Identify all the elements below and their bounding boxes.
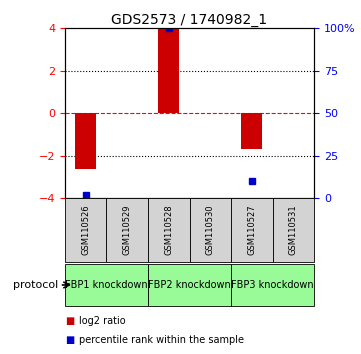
Bar <box>148 264 231 306</box>
Bar <box>190 198 231 262</box>
Text: GSM110530: GSM110530 <box>206 205 215 256</box>
Text: ■: ■ <box>65 316 74 326</box>
Bar <box>273 198 314 262</box>
Text: GSM110529: GSM110529 <box>123 205 132 255</box>
Bar <box>231 264 314 306</box>
Bar <box>231 198 273 262</box>
Bar <box>75 113 96 169</box>
Bar <box>242 113 262 149</box>
Text: percentile rank within the sample: percentile rank within the sample <box>79 335 244 345</box>
Text: GSM110531: GSM110531 <box>289 205 298 256</box>
Title: GDS2573 / 1740982_1: GDS2573 / 1740982_1 <box>112 13 268 27</box>
Bar <box>65 264 148 306</box>
Text: protocol: protocol <box>13 280 58 290</box>
Bar <box>106 198 148 262</box>
Text: FBP3 knockdown: FBP3 knockdown <box>231 280 314 290</box>
Text: FBP2 knockdown: FBP2 knockdown <box>148 280 231 290</box>
Text: ■: ■ <box>65 335 74 345</box>
Text: GSM110526: GSM110526 <box>81 205 90 256</box>
Bar <box>65 198 106 262</box>
Bar <box>158 28 179 113</box>
Text: GSM110527: GSM110527 <box>247 205 256 256</box>
Text: log2 ratio: log2 ratio <box>79 316 126 326</box>
Bar <box>148 198 190 262</box>
Text: FBP1 knockdown: FBP1 knockdown <box>65 280 148 290</box>
Text: GSM110528: GSM110528 <box>164 205 173 256</box>
